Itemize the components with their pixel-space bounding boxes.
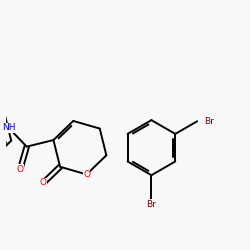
Text: O: O bbox=[17, 164, 24, 173]
Text: NH: NH bbox=[2, 124, 16, 132]
Text: O: O bbox=[83, 170, 90, 179]
Text: O: O bbox=[40, 178, 47, 188]
Text: Br: Br bbox=[204, 117, 214, 126]
Text: Br: Br bbox=[146, 200, 156, 209]
